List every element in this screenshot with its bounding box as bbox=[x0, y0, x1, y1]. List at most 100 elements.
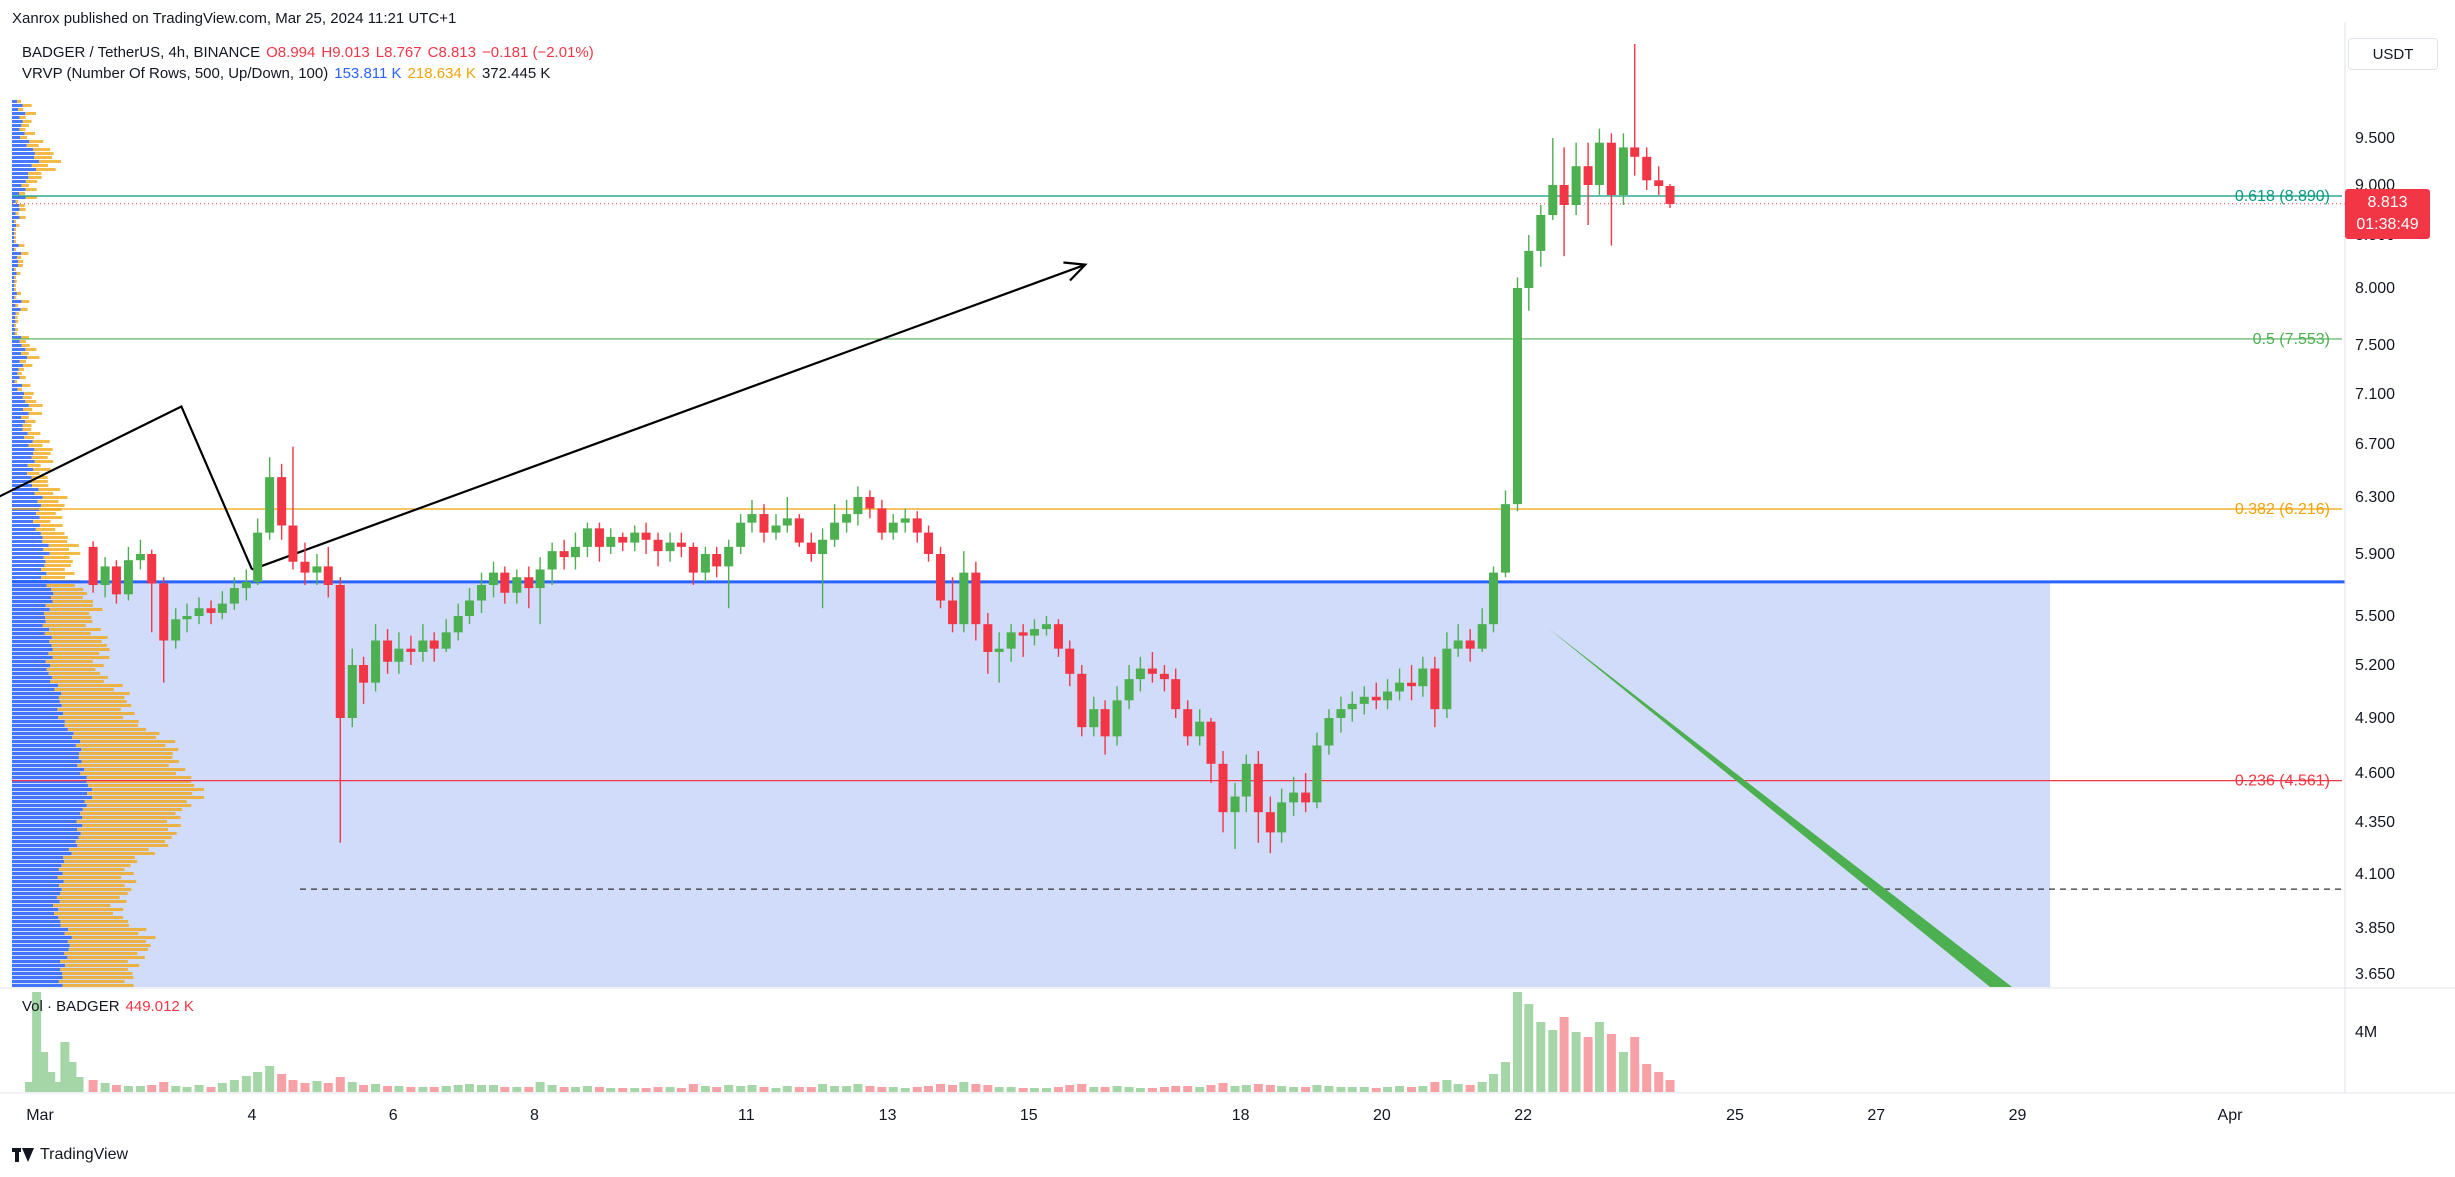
quote-currency-button[interactable]: USDT bbox=[2348, 38, 2438, 70]
vp-row-down bbox=[62, 972, 133, 975]
vp-row-up bbox=[12, 632, 45, 635]
vp-row-up bbox=[12, 764, 78, 767]
vp-row-down bbox=[54, 912, 113, 915]
candle-up bbox=[465, 600, 475, 616]
volume-bar bbox=[88, 1080, 98, 1092]
candle-down bbox=[359, 665, 369, 683]
vp-row-down bbox=[14, 280, 17, 283]
vp-row-down bbox=[80, 740, 176, 743]
vp-row-down bbox=[42, 540, 68, 543]
volume-bar bbox=[147, 1085, 157, 1092]
vp-row-down bbox=[67, 728, 147, 731]
vp-row-down bbox=[16, 272, 21, 275]
vp-row-up bbox=[12, 512, 37, 515]
vp-row-up bbox=[12, 616, 46, 619]
candle-down bbox=[1465, 640, 1475, 649]
volume-bar bbox=[453, 1085, 463, 1092]
candle-down bbox=[524, 577, 534, 589]
volume-bar bbox=[641, 1088, 651, 1092]
vp-row-up bbox=[12, 760, 82, 763]
candle-down bbox=[159, 583, 169, 641]
vp-row-up bbox=[12, 108, 19, 111]
vp-row-up bbox=[12, 676, 52, 679]
vp-row-up bbox=[12, 448, 35, 451]
vp-row-down bbox=[34, 156, 53, 159]
vp-row-up bbox=[12, 860, 65, 863]
up-arrow-head bbox=[1063, 261, 1088, 282]
vp-row-up bbox=[12, 268, 15, 271]
vp-row-up bbox=[12, 848, 69, 851]
vp-row-up bbox=[12, 192, 20, 195]
vp-row-down bbox=[21, 252, 29, 255]
vp-row-up bbox=[12, 336, 22, 339]
ohlc-change: −0.181 (−2.01%) bbox=[482, 44, 594, 61]
vp-row-down bbox=[21, 344, 30, 347]
vp-row-down bbox=[35, 528, 56, 531]
vp-row-up bbox=[12, 248, 15, 251]
vp-row-down bbox=[73, 732, 160, 735]
volume-bar bbox=[1195, 1087, 1205, 1092]
vp-row-up bbox=[12, 244, 19, 247]
vp-row-up bbox=[12, 276, 15, 279]
vp-row-up bbox=[12, 424, 23, 427]
vp-row-down bbox=[27, 432, 41, 435]
vp-row-up bbox=[12, 432, 28, 435]
vp-row-down bbox=[58, 868, 125, 871]
fib-level-label: 0.618 (8.890) bbox=[2235, 188, 2330, 205]
vp-row-down bbox=[61, 692, 130, 695]
vp-row-down bbox=[16, 292, 21, 295]
vp-row-down bbox=[14, 232, 16, 235]
candle-up bbox=[1289, 792, 1299, 803]
vol-label[interactable]: Vol · BADGER bbox=[22, 998, 120, 1015]
candle-down bbox=[688, 546, 698, 573]
volume-bar bbox=[300, 1083, 310, 1092]
candle-up bbox=[888, 522, 898, 533]
candle-down bbox=[300, 561, 310, 573]
vp-row-down bbox=[84, 800, 187, 803]
vp-row-down bbox=[68, 848, 149, 851]
vp-row-up bbox=[12, 444, 29, 447]
candle-up bbox=[994, 648, 1004, 652]
volume-bar bbox=[1041, 1088, 1051, 1092]
volume-bar bbox=[135, 1086, 145, 1092]
vp-row-down bbox=[33, 468, 51, 471]
symbol-label[interactable]: BADGER / TetherUS, 4h, BINANCE bbox=[22, 44, 261, 61]
vp-row-down bbox=[46, 572, 75, 575]
candle-down bbox=[971, 572, 981, 625]
vp-row-down bbox=[58, 716, 123, 719]
vp-row-down bbox=[78, 752, 173, 755]
candle-up bbox=[512, 577, 522, 593]
vp-row-up bbox=[12, 684, 59, 687]
vp-row-up bbox=[12, 284, 15, 287]
volume-bar bbox=[1312, 1085, 1322, 1092]
vp-row-down bbox=[16, 224, 20, 227]
vp-row-down bbox=[46, 668, 96, 671]
vp-row-up bbox=[12, 212, 16, 215]
vp-row-down bbox=[23, 408, 33, 411]
vp-row-down bbox=[39, 516, 63, 519]
volume-bar bbox=[1230, 1086, 1240, 1092]
vp-row-up bbox=[12, 308, 21, 311]
vp-row-down bbox=[19, 116, 26, 119]
vp-row-up bbox=[12, 928, 68, 931]
tradingview-brand[interactable]: TradingView bbox=[12, 1146, 128, 1164]
candle-down bbox=[1053, 624, 1063, 649]
volume-bar bbox=[983, 1085, 993, 1092]
candle-down bbox=[1253, 763, 1263, 813]
vp-row-up bbox=[12, 788, 92, 791]
vp-row-up bbox=[12, 452, 34, 455]
vp-row-down bbox=[82, 808, 182, 811]
vp-row-up bbox=[12, 196, 26, 199]
volume-bar bbox=[806, 1087, 816, 1092]
vp-row-down bbox=[80, 832, 177, 835]
vp-row-down bbox=[18, 264, 23, 267]
fib-level-label: 0.382 (6.216) bbox=[2235, 501, 2330, 518]
volume-bar bbox=[559, 1087, 569, 1092]
vrvp-label[interactable]: VRVP (Number Of Rows, 500, Up/Down, 100) bbox=[22, 65, 329, 82]
vp-row-up bbox=[12, 620, 46, 623]
vp-row-up bbox=[12, 772, 81, 775]
vp-row-up bbox=[12, 500, 38, 503]
vp-row-up bbox=[12, 412, 29, 415]
volume-bar bbox=[32, 992, 42, 1092]
